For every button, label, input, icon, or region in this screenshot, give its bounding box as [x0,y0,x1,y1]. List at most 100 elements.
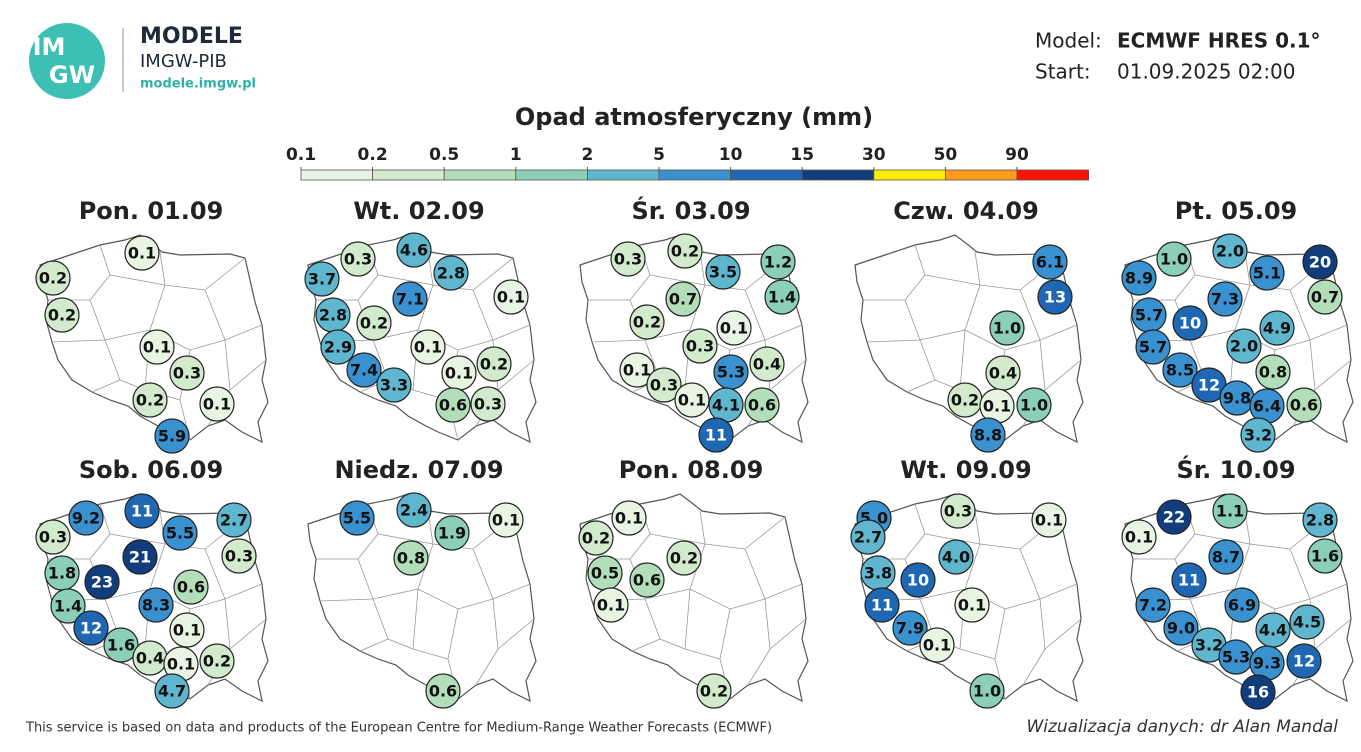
map-title: Wt. 09.09 [900,456,1031,484]
color-swatch [730,169,803,181]
precip-marker [1255,354,1291,390]
precip-label: 0.1 [597,596,625,615]
precip-label: 1.0 [973,682,1001,701]
precip-label: 9.0 [1167,619,1195,638]
region-border [924,533,981,545]
precip-label: 0.1 [1035,511,1063,530]
precip-label: 0.6 [177,578,205,597]
precip-marker [138,587,174,623]
precip-label: 6.9 [1228,596,1256,615]
precip-label: 7.4 [350,361,378,380]
precip-marker [216,502,252,538]
precip-label: 0.1 [720,319,748,338]
precip-marker [410,329,446,365]
precip-label: 2.7 [854,528,882,547]
precip-label: 0.3 [225,547,253,566]
precip-label: 12 [80,619,102,638]
precip-label: 1.0 [1020,396,1048,415]
precip-label: 9.8 [1223,389,1251,408]
precip-label: 2.0 [1216,242,1244,261]
precip-marker [339,500,375,536]
map-panel: Pon. 01.090.10.20.20.10.30.2 0.15.9 [35,197,269,454]
precip-marker [1037,279,1073,315]
precip-label: 0.1 [923,636,951,655]
region-border [747,648,771,686]
precip-label: 1.6 [1311,547,1339,566]
precip-label: 2.0 [1230,337,1258,356]
precip-marker [132,382,168,418]
precip-label: 0.2 [203,652,231,671]
maps: Pon. 01.090.10.20.20.10.30.2 0.15.9Wt. 02… [35,195,1354,710]
precip-marker [716,310,752,346]
region-border [377,533,434,545]
precip-label: 3.3 [380,376,408,395]
map-panel: Śr. 03.090.20.3 1.23.50.7 1.40.2 0.10.35.3 0… [579,195,809,453]
region-border [924,274,981,286]
precip-marker [705,254,741,290]
map-panel: Niedz. 07.09 5.5 2.4 0.1 1.9 0.8 0.6 [307,456,537,709]
precip-label: 5.7 [1135,306,1163,325]
precip-label: 0.3 [474,395,502,414]
precip-label: 2.9 [324,338,352,357]
map-panel: Śr. 10.09 22 1.1 2.8 0.1 8.7 1.6 11 7.2 6.9 4.5 9.0… [1121,454,1354,710]
precip-marker [173,569,209,605]
precip-marker [1259,310,1295,346]
precip-label: 3.7 [308,270,336,289]
legend-title: Opad atmosferyczny (mm) [515,103,873,131]
precip-marker [1249,255,1285,291]
precip-label: 5.1 [1253,264,1281,283]
precip-label: 0.1 [1125,528,1153,547]
map-title: Pon. 01.09 [79,197,224,225]
precip-label: 0.4 [136,649,164,668]
precip-label: 0.1 [173,621,201,640]
brand: MODELE [140,24,243,49]
precip-marker [425,673,461,709]
precip-marker [954,587,990,623]
precip-label: 0.8 [1259,363,1287,382]
precip-marker [744,387,780,423]
precip-label: 1.6 [107,636,135,655]
precip-label: 8.3 [142,596,170,615]
precip-marker [1163,610,1199,646]
region-border [475,648,499,686]
precip-label: 0.1 [623,361,651,380]
precip-marker [674,382,710,418]
tick-label: 30 [862,145,886,165]
precip-label: 1.4 [768,288,796,307]
color-swatch [587,169,660,181]
precip-label: 21 [129,548,151,567]
precip-marker [1016,387,1052,423]
precip-label: 7.9 [896,619,924,638]
precip-label: 4.1 [712,396,740,415]
precip-marker [68,500,104,536]
precip-label: 0.3 [944,502,972,521]
precip-label: 0.6 [633,571,661,590]
precip-marker [35,519,71,555]
precip-marker [199,643,235,679]
precip-label: 0.6 [748,396,776,415]
precip-marker [1135,329,1171,365]
precip-marker [488,502,524,538]
precip-marker [593,587,629,623]
precip-label: 13 [1044,288,1066,307]
color-swatch [945,169,1018,181]
precip-marker [470,386,506,422]
precip-label: 5.5 [166,524,194,543]
precip-label: 0.2 [951,391,979,410]
precip-label: 1.1 [1216,502,1244,521]
precip-marker [124,493,160,529]
precip-label: 6.1 [1036,253,1064,272]
start-label: Start: [1035,60,1091,84]
logo: IM GW [29,23,105,99]
model-label: Model: [1035,29,1102,53]
url: modele.imgw.pl [140,77,256,92]
precip-label: 0.1 [414,338,442,357]
precip-label: 0.3 [650,376,678,395]
map-panel: Pt. 05.09 2.0 1.0 20 8.9 5.1 0.7 7.3 5.7 10 4.9 5.7… [1121,197,1354,453]
precip-marker [1212,233,1248,269]
precip-marker [665,281,701,317]
precip-label: 0.1 [678,391,706,410]
tick-label: 15 [790,145,814,165]
